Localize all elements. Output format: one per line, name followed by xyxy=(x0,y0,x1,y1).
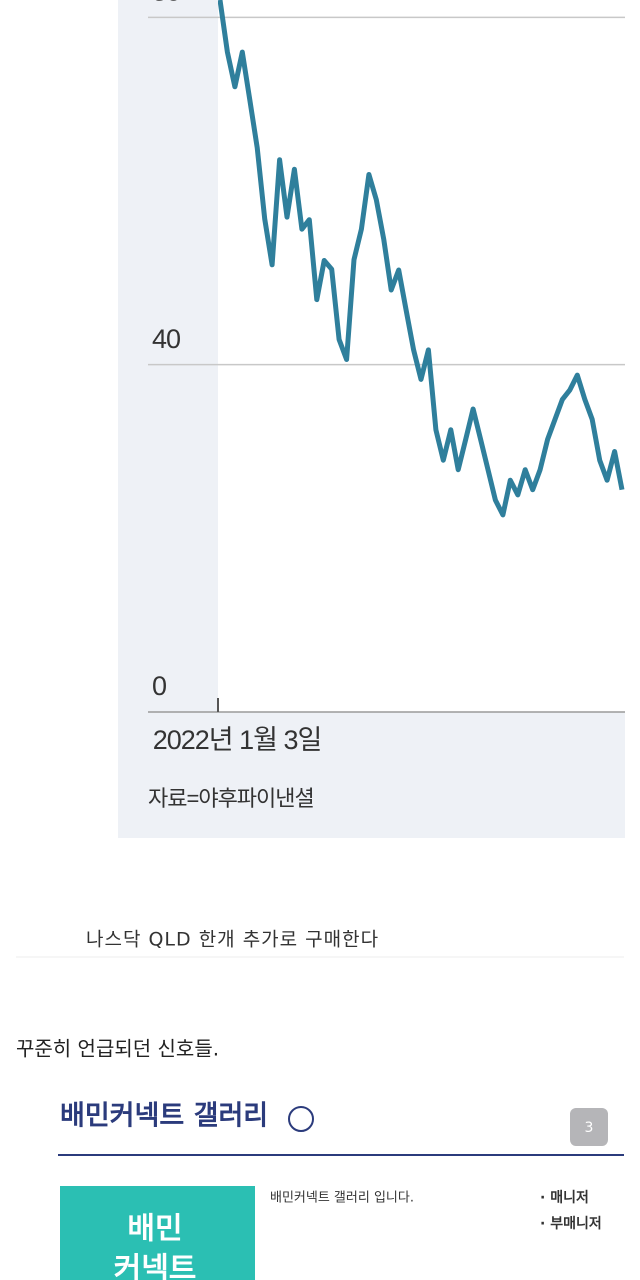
gallery-role: · 매니저 xyxy=(540,1190,589,1206)
image-text: 배민 xyxy=(127,1212,182,1247)
plot-area xyxy=(218,0,625,712)
y-tick-label: 80 xyxy=(152,0,180,6)
gallery-description: 배민커넥트 갤러리 입니다. xyxy=(270,1191,414,1206)
gallery-title[interactable]: 배민커넥트 갤러리 xyxy=(60,1101,268,1132)
badge xyxy=(570,1108,608,1146)
gallery-image[interactable] xyxy=(60,1186,255,1280)
data-line xyxy=(218,0,625,518)
post-text: 꾸준히 언급되던 신호들. xyxy=(16,1037,219,1061)
gallery-role: · 부매니저 xyxy=(540,1216,602,1232)
gallery-icon xyxy=(288,1106,314,1132)
x-tick-label: 2022년 1월 3일 xyxy=(153,725,322,755)
y-tick-label: 0 xyxy=(152,671,166,701)
chart-source: 자료=야후파이낸셜 xyxy=(148,786,314,811)
chart-layer: 040802022년 1월 3일2 xyxy=(148,0,640,755)
image-text: 커넥트 xyxy=(114,1252,197,1280)
badge-count: 3 xyxy=(585,1120,594,1136)
caption: 나스닥 QLD 한개 추가로 구매한다 xyxy=(86,929,379,951)
y-tick-label: 40 xyxy=(152,324,180,354)
